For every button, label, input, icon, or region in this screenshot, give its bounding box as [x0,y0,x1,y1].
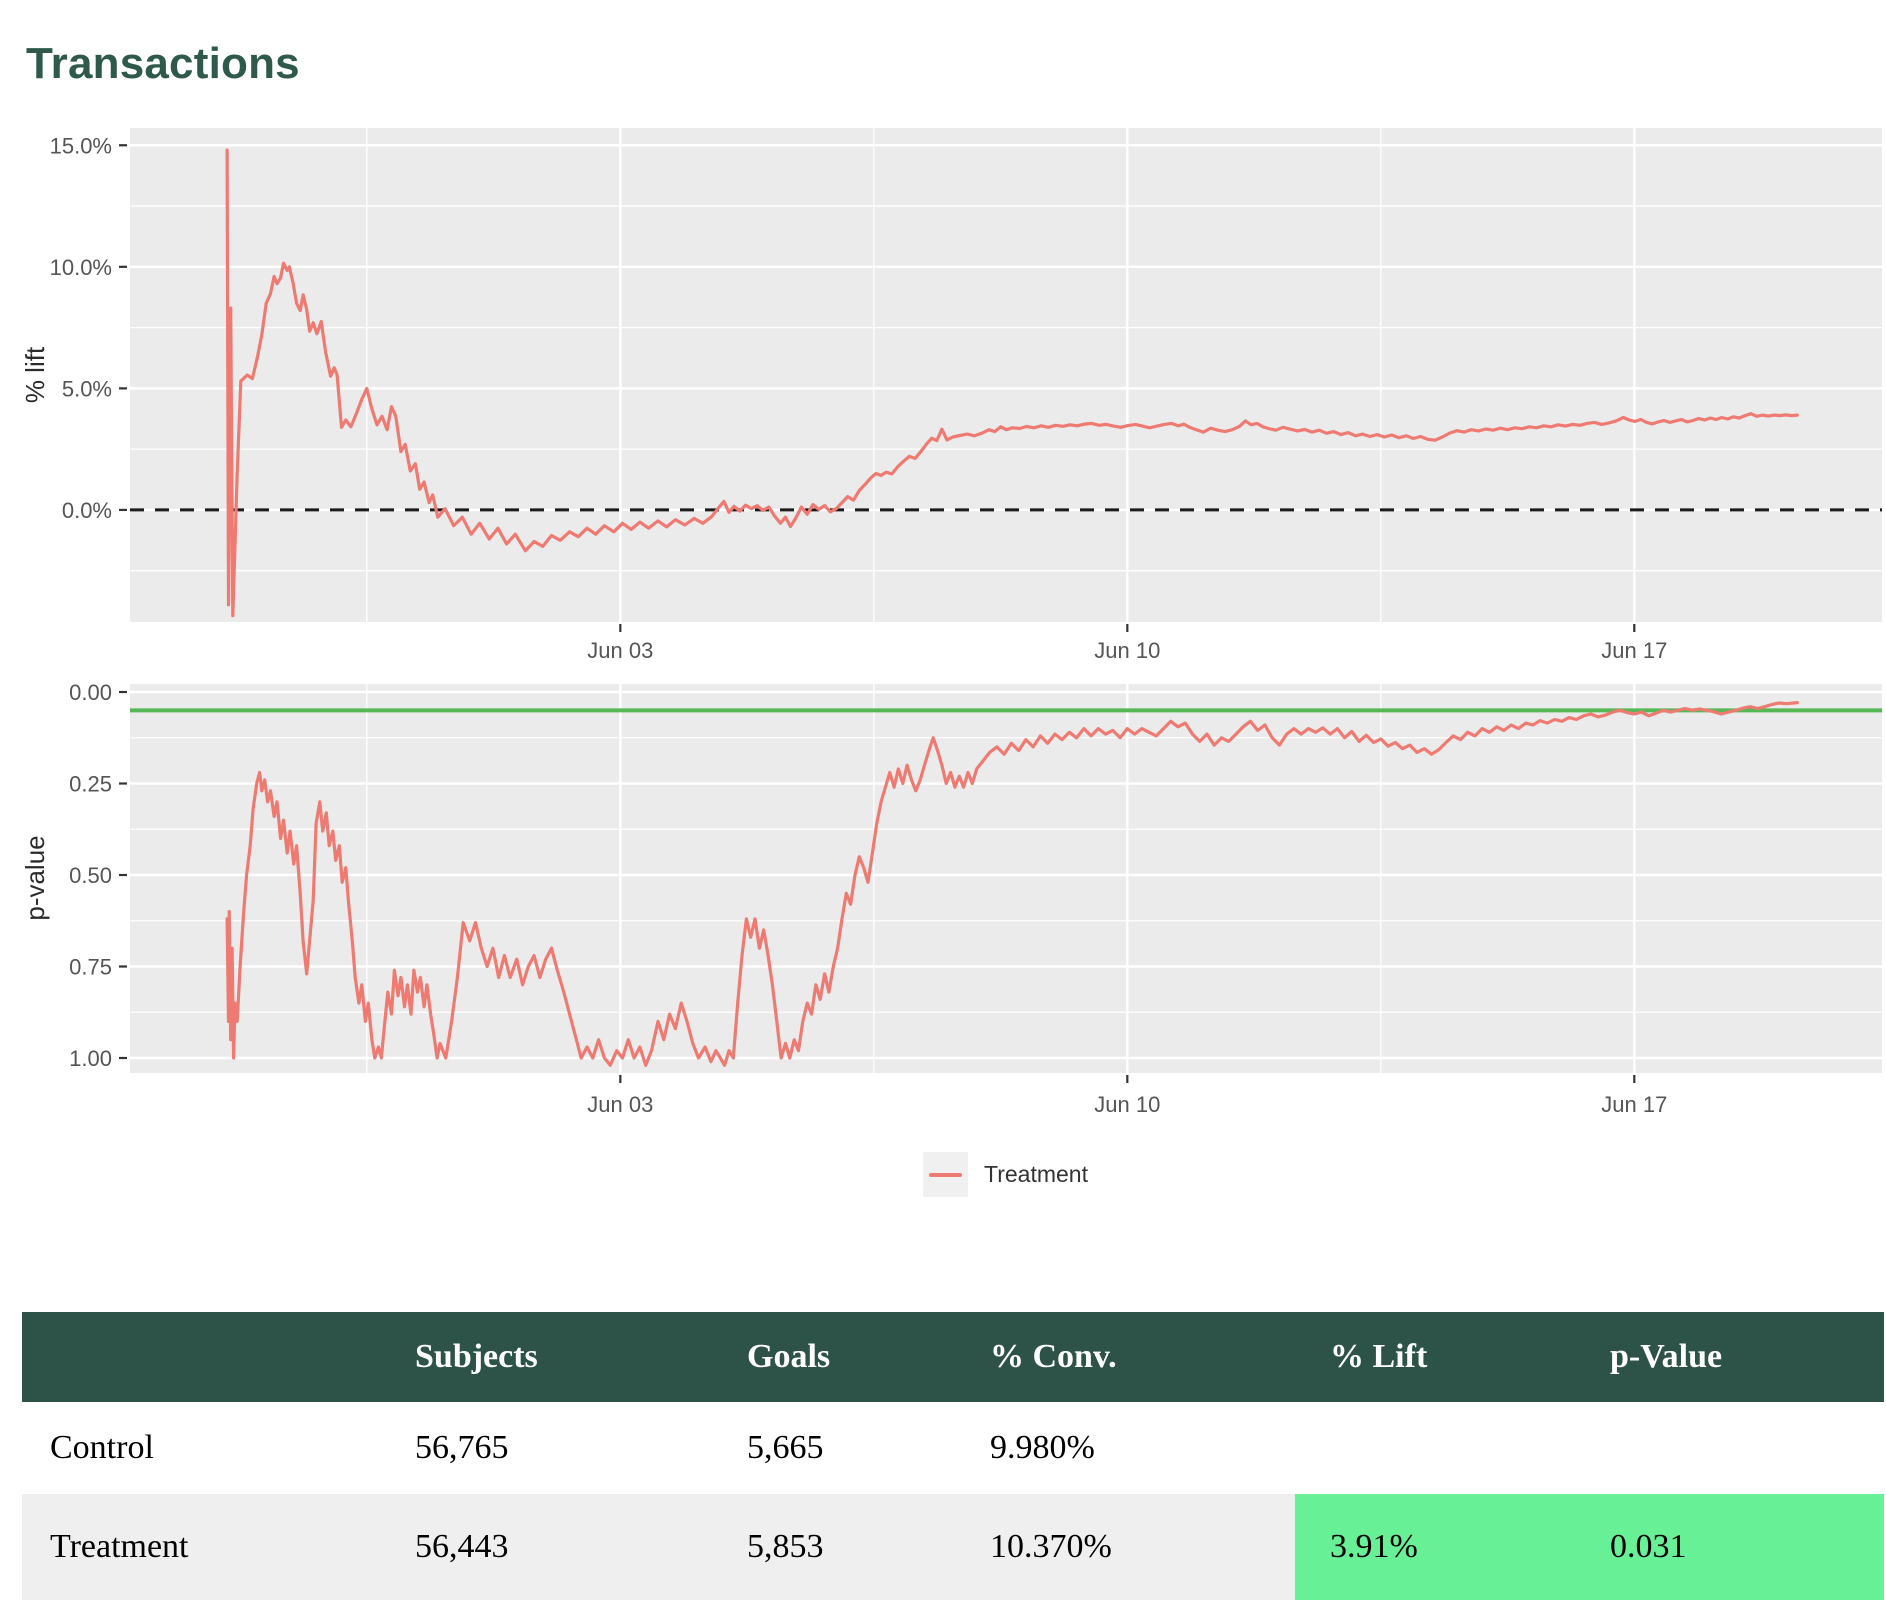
column-header-pvalue: p-Value [1610,1338,1723,1375]
x-axis-tick-label: Jun 17 [1601,638,1667,663]
y-axis-tick-label: 5.0% [62,376,112,401]
page-title: Transactions [26,39,300,89]
charts-canvas: 15.0% 10.0% 5.0% 0.0% Jun 03 Jun 10 Jun 17 % li… [20,128,1882,1117]
significant-result-highlight [1295,1494,1884,1600]
p-value-chart: 0.00 0.25 0.50 0.75 1.00 Jun 03 Jun 10 Jun 17 p-… [20,680,1882,1117]
treatment-line [225,148,1799,618]
y-axis-title: p-value [20,835,50,920]
y-axis-tick-label: 0.50 [69,863,112,888]
table-row-treatment: Treatment 56,443 5,853 10.370% 3.91% 0.0… [22,1494,1884,1600]
x-axis-tick-label: Jun 10 [1094,1092,1160,1117]
legend-line-icon [929,1173,962,1177]
chart-legend: Treatment [923,1152,1088,1197]
x-axis-tick-label: Jun 03 [587,638,653,663]
y-axis-tick-label: 15.0% [50,133,112,158]
column-header-subjects: Subjects [415,1338,538,1375]
y-axis-title: % lift [20,346,50,403]
row-label: Control [50,1429,154,1466]
y-axis-tick-label: 0.0% [62,498,112,523]
y-axis-tick-label: 0.25 [69,772,112,797]
treatment-goals: 5,853 [747,1528,824,1565]
results-table: Subjects Goals % Conv. % Lift p-Value Co… [22,1312,1884,1600]
column-header-lift: % Lift [1330,1338,1428,1375]
x-axis-tick-label: Jun 17 [1601,1092,1667,1117]
x-axis-tick-label: Jun 10 [1094,638,1160,663]
treatment-conv: 10.370% [990,1528,1112,1565]
legend-label: Treatment [984,1161,1088,1187]
y-axis-tick-label: 1.00 [69,1046,112,1071]
y-axis-tick-label: 10.0% [50,255,112,280]
control-conv: 9.980% [990,1429,1095,1466]
x-axis-tick-label: Jun 03 [587,1092,653,1117]
y-axis-tick-label: 0.00 [69,680,112,705]
treatment-pvalue: 0.031 [1610,1528,1687,1565]
results-table-header: Subjects Goals % Conv. % Lift p-Value [22,1312,1884,1402]
column-header-conv: % Conv. [990,1338,1117,1375]
treatment-lift: 3.91% [1330,1528,1418,1565]
y-axis-tick-label: 0.75 [69,954,112,979]
treatment-line [225,700,1799,1067]
control-subjects: 56,765 [415,1429,509,1466]
chart-panel [130,128,1882,622]
table-row-control: Control 56,765 5,665 9.980% [22,1402,1884,1494]
control-goals: 5,665 [747,1429,824,1466]
column-header-goals: Goals [747,1338,831,1375]
row-label: Treatment [50,1528,189,1565]
lift-chart: 15.0% 10.0% 5.0% 0.0% Jun 03 Jun 10 Jun 17 % li… [20,128,1882,663]
legend-key-swatch [923,1152,968,1197]
treatment-subjects: 56,443 [415,1528,509,1565]
